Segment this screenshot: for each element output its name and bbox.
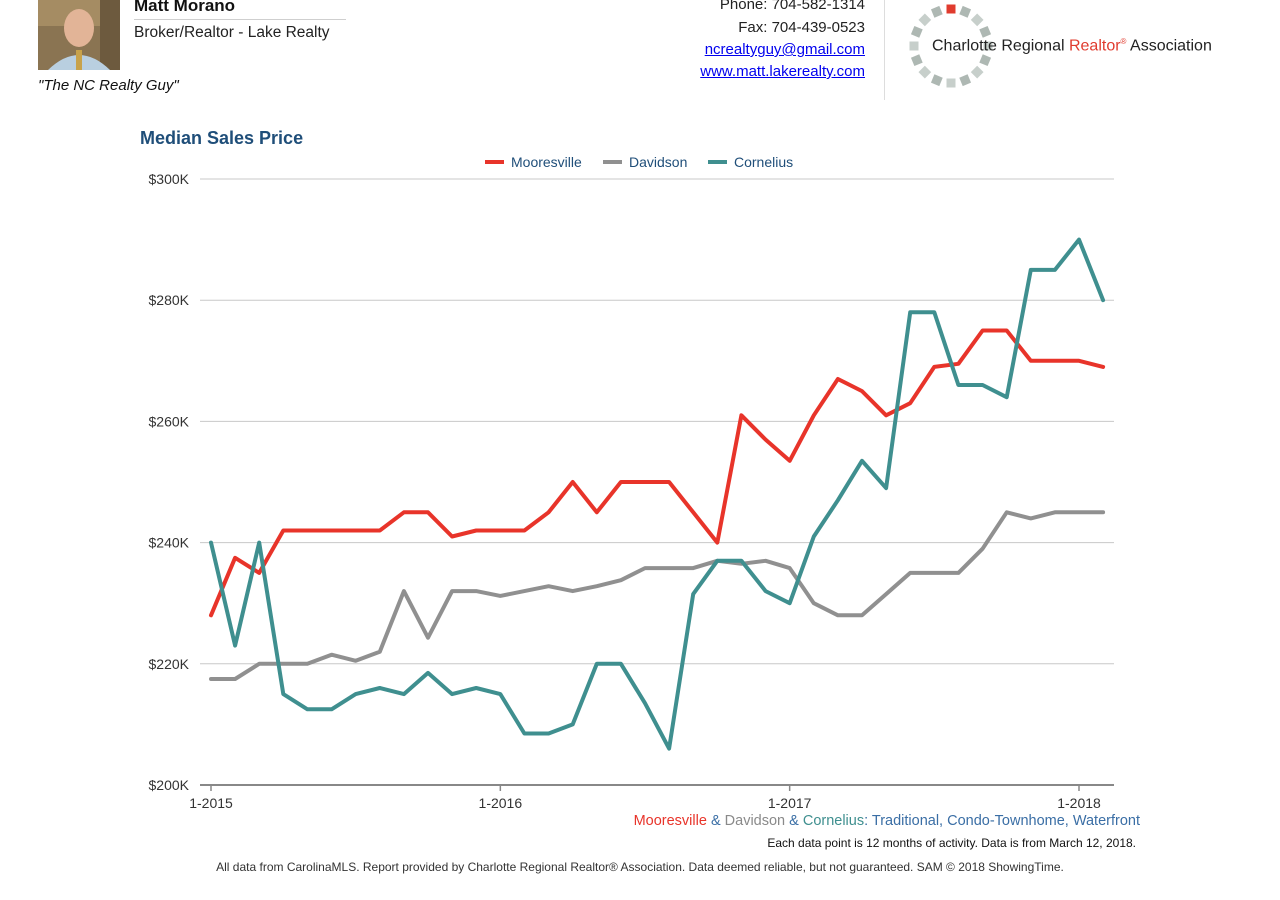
y-tick-label: $240K [149, 535, 190, 551]
logo-segment [983, 41, 993, 51]
association-name-mark: ® [1120, 37, 1127, 46]
y-tick-label: $280K [149, 292, 190, 308]
legend-label-mooresville: Mooresville [511, 154, 582, 170]
legend-label-davidson: Davidson [629, 154, 687, 170]
y-tick-label: $200K [149, 777, 190, 793]
association-name-part2: Association [1126, 37, 1212, 55]
y-tick-label: $300K [149, 171, 190, 187]
subtitle-cornelius: Cornelius [802, 813, 865, 829]
data-note: Each data point is 12 months of activity… [767, 836, 1136, 850]
association-name-realtor: Realtor [1068, 37, 1121, 55]
subtitle-mooresville: Mooresville [633, 813, 707, 829]
agent-tagline: "The NC Realty Guy" [38, 77, 179, 94]
x-tick-label: 1-2017 [768, 795, 812, 811]
subtitle-amp-2: & [785, 813, 803, 829]
y-tick-label: $220K [149, 656, 190, 672]
header-divider [884, 0, 885, 100]
name-divider [134, 19, 346, 20]
logo-segment [909, 41, 919, 51]
contact-fax: Fax: 704-439-0523 [738, 19, 865, 36]
subtitle-davidson: Davidson [724, 813, 786, 829]
legend-label-cornelius: Cornelius [734, 154, 793, 170]
association-name: Charlotte Regional Realtor® Association [932, 37, 1212, 55]
logo-segment [910, 25, 923, 38]
y-tick-label: $260K [149, 413, 190, 429]
subtitle-suffix: : Traditional, Condo-Townhome, Waterfron… [864, 813, 1140, 829]
logo-segment [930, 5, 943, 18]
logo-segment [946, 78, 956, 88]
logo-segment [979, 54, 992, 67]
logo-segment [930, 74, 943, 87]
series-line-cornelius [209, 237, 1106, 751]
x-tick-label: 1-2015 [189, 795, 233, 811]
chart-subtitle: Mooresville & Davidson & Cornelius: Trad… [634, 813, 1140, 829]
logo-segment [959, 74, 972, 87]
subtitle-amp-1: & [706, 813, 725, 829]
contact-phone: Phone: 704-582-1314 [719, 0, 865, 13]
logo-segment [979, 25, 992, 38]
report-footer: All data from CarolinaMLS. Report provid… [216, 860, 1064, 874]
logo-segment [910, 54, 923, 67]
x-tick-label: 1-2016 [479, 795, 523, 811]
association-logo-icon [909, 4, 993, 88]
series-line-davidson [209, 510, 1106, 681]
agent-name: Matt Morano [134, 0, 236, 15]
logo-segment [959, 5, 972, 18]
logo-segment [946, 4, 956, 14]
contact-email-link[interactable]: ncrealtyguy@gmail.com [704, 41, 865, 58]
series-line-mooresville [209, 328, 1106, 618]
agent-title: Broker/Realtor - Lake Realty [134, 24, 330, 41]
x-tick-label: 1-2018 [1057, 795, 1101, 811]
contact-website-link[interactable]: www.matt.lakerealty.com [700, 63, 865, 80]
chart-title: Median Sales Price [140, 128, 304, 148]
agent-photo [38, 0, 120, 70]
association-name-part1: Charlotte Regional [932, 37, 1069, 55]
